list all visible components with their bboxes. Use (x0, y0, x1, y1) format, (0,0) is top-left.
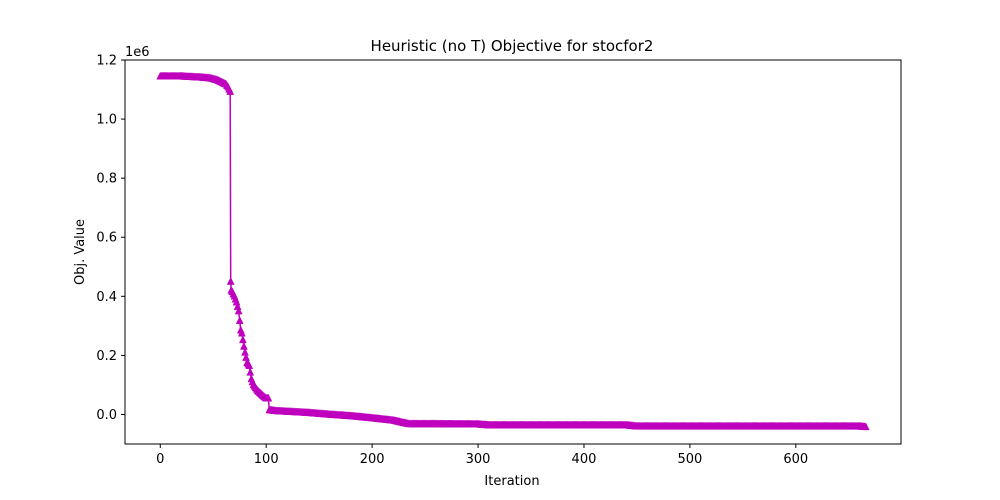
marker-layer (156, 71, 870, 431)
series-line (160, 75, 866, 428)
chart-title: Heuristic (no T) Objective for stocfor2 (371, 37, 654, 55)
data-point-marker (226, 87, 235, 95)
x-tick-label: 200 (360, 452, 385, 467)
y-tick-label: 1.2 (96, 54, 117, 69)
y-tick-label: 0.6 (96, 231, 117, 246)
ticks-layer: 0 100 200 300 400 500 600 0.0 0.2 0.4 0.6 0.8 1.0 1.2 (96, 54, 808, 468)
x-tick-label: 400 (572, 452, 597, 467)
y-tick-label: 0.2 (96, 349, 117, 364)
x-axis-label: Iteration (484, 474, 539, 489)
x-tick-label: 600 (783, 452, 808, 467)
x-tick-label: 0 (156, 452, 164, 467)
x-tick-label: 300 (466, 452, 491, 467)
y-axis-label: Obj. Value (73, 219, 88, 285)
y-tick-label: 0.4 (96, 290, 117, 305)
data-point-marker (237, 328, 246, 337)
plot-frame (124, 59, 902, 445)
data-point-marker (246, 367, 255, 376)
data-point-marker (264, 393, 273, 402)
data-point-marker (240, 341, 248, 350)
data-point-marker (235, 316, 244, 324)
x-tick-label: 500 (677, 452, 702, 467)
y-tick-label: 1.0 (96, 113, 117, 128)
data-point-marker (861, 422, 870, 431)
data-point-marker (245, 361, 254, 369)
series-line-layer (160, 75, 866, 428)
data-point-marker (226, 276, 235, 285)
data-point-marker (234, 306, 243, 315)
y-tick-label: 0.0 (96, 408, 117, 423)
data-point-marker (238, 335, 247, 344)
y-tick-label: 0.8 (96, 172, 117, 187)
y-axis-offset-label: 1e6 (125, 45, 150, 60)
x-tick-label: 100 (254, 452, 279, 467)
